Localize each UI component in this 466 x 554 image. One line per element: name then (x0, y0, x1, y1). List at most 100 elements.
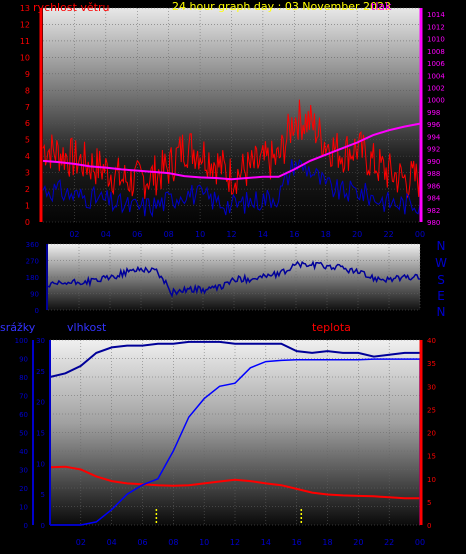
temperature-tick-label: 25 (427, 406, 436, 414)
time-tick-label: 14 (261, 538, 271, 547)
direction-tick-label: 270 (26, 258, 39, 266)
rain-label: srážky (0, 321, 36, 334)
direction-tick-label: 360 (26, 241, 39, 249)
humidity-tick-label: 15 (36, 430, 45, 438)
wind-tick-label: 0 (25, 218, 30, 227)
rain-tick-label: 70 (19, 393, 28, 401)
wind-tick-label: 12 (20, 20, 30, 29)
rain-tick-label: 10 (19, 504, 28, 512)
pressure-tick-label: 1014 (427, 11, 445, 19)
rain-line (50, 358, 421, 526)
pressure-tick-label: 1000 (427, 97, 445, 105)
wind-tick-label: 6 (25, 119, 30, 128)
time-tick-label: 02 (69, 230, 79, 239)
temperature-tick-label: 30 (427, 383, 436, 391)
time-tick-label: 16 (289, 230, 299, 239)
temperature-line (49, 465, 420, 500)
wind-tick-label: 8 (25, 86, 30, 95)
time-tick-label: 18 (321, 230, 331, 239)
humidity-line (49, 340, 420, 378)
pressure-tick-label: 1010 (427, 36, 445, 44)
time-tick-label: 08 (168, 538, 178, 547)
time-tick-label: 06 (137, 538, 147, 547)
compass-n-bottom: N (437, 305, 446, 319)
pressure-tick-label: 998 (427, 109, 440, 117)
rain-tick-label: 60 (19, 411, 28, 419)
wind-tick-label: 2 (25, 185, 30, 194)
pressure-tick-label: 992 (427, 146, 440, 154)
time-tick-label: 20 (353, 538, 363, 547)
rain-tick-label: 90 (19, 356, 28, 364)
wind-label: rychlost větru (33, 1, 109, 14)
compass-w: W (435, 256, 447, 270)
time-tick-label: 14 (258, 230, 268, 239)
pressure-tick-label: 984 (427, 195, 441, 203)
rain-marks (155, 509, 303, 525)
wind-tick-label: 13 (20, 4, 30, 13)
rain-tick-label: 40 (19, 448, 28, 456)
time-tick-label: 06 (132, 230, 142, 239)
wind-tick-label: 10 (20, 53, 30, 62)
temperature-tick-label: 5 (427, 499, 431, 507)
temperature-tick-label: 20 (427, 430, 436, 438)
axis-tick-labels: 0123456789101112139809829849869889909929… (15, 4, 446, 547)
time-tick-label: 04 (107, 538, 117, 547)
pressure-tick-label: 996 (427, 121, 441, 129)
humidity-tick-label: 5 (41, 491, 45, 499)
wind-tick-label: 3 (25, 169, 30, 178)
chart-title: 24 hour graph day : 03 November 2023 (172, 0, 391, 13)
pressure-tick-label: 1012 (427, 23, 445, 31)
wind-average-line (42, 159, 421, 218)
wind-tick-label: 9 (25, 70, 30, 79)
time-tick-label: 10 (199, 538, 209, 547)
time-tick-label: 00 (415, 538, 425, 547)
direction-tick-label: 0 (35, 307, 39, 315)
pressure-tick-label: 1006 (427, 60, 445, 68)
time-tick-label: 12 (226, 230, 236, 239)
wind-tick-label: 11 (20, 37, 30, 46)
wind-direction-line (47, 260, 421, 298)
wind-tick-label: 4 (25, 152, 30, 161)
temperature-tick-label: 10 (427, 476, 436, 484)
humidity-tick-label: 0 (41, 522, 45, 530)
pressure-line (42, 122, 421, 181)
rain-tick-label: 100 (15, 337, 28, 345)
wind-tick-label: 1 (25, 202, 30, 211)
humidity-label: vlhkost (67, 321, 107, 334)
pressure-tick-label: 986 (427, 182, 441, 190)
rain-tick-label: 0 (24, 522, 28, 530)
humidity-tick-label: 10 (36, 460, 45, 468)
time-tick-label: 22 (383, 230, 393, 239)
wind-tick-label: 7 (25, 103, 30, 112)
pressure-tick-label: 994 (427, 133, 441, 141)
wind-tick-label: 5 (25, 136, 30, 145)
rain-tick-label: 50 (19, 430, 28, 438)
time-tick-label: 10 (195, 230, 205, 239)
time-tick-label: 12 (230, 538, 240, 547)
rain-tick-label: 80 (19, 374, 28, 382)
compass-n-top: N (437, 239, 446, 253)
humidity-tick-label: 20 (36, 399, 45, 407)
grid-lines (43, 7, 421, 526)
time-tick-label: 20 (352, 230, 362, 239)
direction-tick-label: 90 (30, 291, 39, 299)
compass-s: S (437, 273, 445, 287)
temperature-tick-label: 0 (427, 522, 431, 530)
pressure-tick-label: 1004 (427, 72, 445, 80)
temperature-label: teplota (312, 321, 351, 334)
direction-tick-label: 180 (26, 274, 39, 282)
time-tick-label: 16 (292, 538, 302, 547)
rain-tick-label: 30 (19, 467, 28, 475)
compass-e: E (437, 289, 445, 303)
temperature-tick-label: 40 (427, 337, 436, 345)
pressure-tick-label: 1002 (427, 84, 445, 92)
pressure-tick-label: 988 (427, 170, 440, 178)
rain-tick-label: 20 (19, 485, 28, 493)
time-tick-label: 02 (76, 538, 86, 547)
temperature-tick-label: 35 (427, 360, 436, 368)
temperature-tick-label: 15 (427, 453, 436, 461)
wind-gust-line (42, 99, 421, 199)
time-tick-label: 08 (164, 230, 174, 239)
time-tick-label: 00 (415, 230, 425, 239)
